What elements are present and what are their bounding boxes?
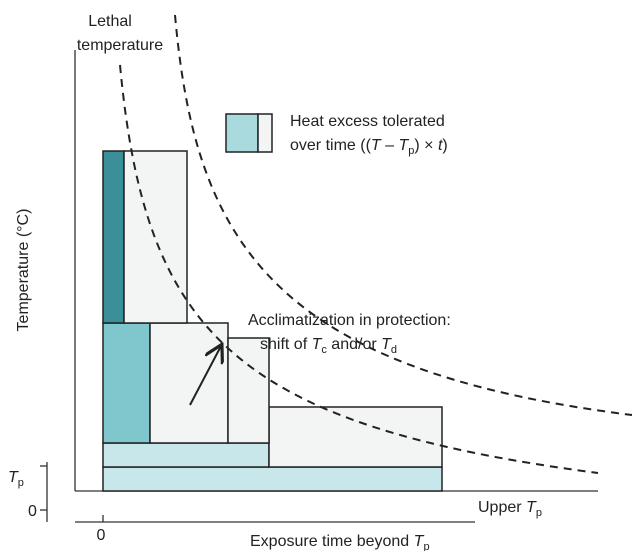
acclimatization-text: Acclimatization in protection:: [248, 312, 451, 329]
tolerance-curve: [119, 64, 599, 474]
x-axis-label: Exposure time beyond Tp: [250, 533, 430, 551]
legend-swatch: [257, 113, 273, 153]
lethal-curve: [174, 14, 633, 416]
box: [227, 337, 270, 444]
legend-swatch: [225, 113, 259, 153]
y-axis-label: Temperature (°C): [15, 209, 32, 332]
box: [123, 150, 188, 324]
box: [102, 150, 125, 324]
legend-text: Heat excess tolerated: [290, 113, 445, 130]
box: [102, 442, 270, 468]
box: [268, 406, 443, 468]
lethal-label: Lethal: [88, 13, 132, 30]
arrow: [189, 346, 221, 406]
acclimatization-text: shift of Tc and/or Td: [260, 336, 397, 356]
legend-text: over time ((T – Tp) × t): [290, 137, 448, 157]
zero-label: 0: [28, 503, 37, 520]
upper-tp-label: Upper Tp: [478, 499, 542, 519]
lethal-label: temperature: [77, 37, 163, 54]
box: [149, 322, 229, 444]
box: [102, 466, 443, 492]
zero-label: 0: [97, 527, 106, 544]
box: [102, 322, 151, 444]
tp-label: Tp: [8, 469, 24, 489]
